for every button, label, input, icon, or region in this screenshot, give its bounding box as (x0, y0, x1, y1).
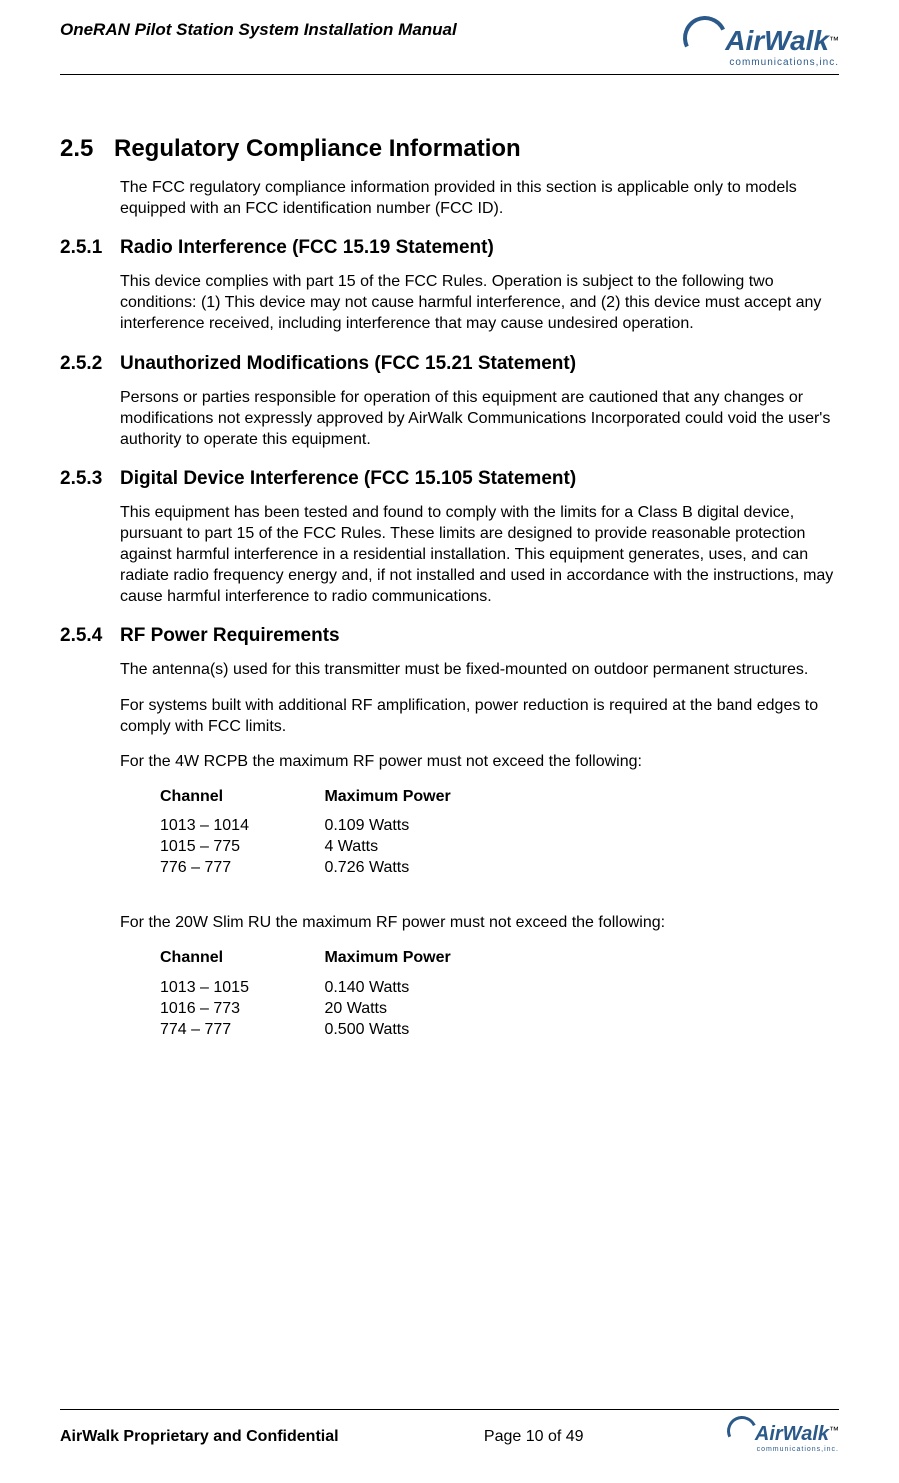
table-row: 774 – 777 0.500 Watts (160, 1019, 839, 1040)
section-heading: 2.5Regulatory Compliance Information (60, 135, 839, 163)
power-table-20w: Channel Maximum Power 1013 – 1015 0.140 … (160, 947, 839, 1039)
page: OneRAN Pilot Station System Installation… (0, 0, 899, 1483)
table-cell-power: 0.140 Watts (324, 977, 409, 998)
subsection-title-3: Digital Device Interference (FCC 15.105 … (120, 468, 576, 489)
rf-paragraph-2: For systems built with additional RF amp… (120, 695, 839, 737)
table-cell-channel: 1013 – 1014 (160, 815, 320, 836)
subsection-title-1: Radio Interference (FCC 15.19 Statement) (120, 237, 494, 258)
subsection-body-1: This device complies with part 15 of the… (120, 271, 839, 334)
table-cell-channel: 774 – 777 (160, 1019, 320, 1040)
table-row: 1013 – 1015 0.140 Watts (160, 977, 839, 998)
table-cell-channel: 1016 – 773 (160, 998, 320, 1019)
table-row: 776 – 777 0.726 Watts (160, 857, 839, 878)
table-row: 1013 – 1014 0.109 Watts (160, 815, 839, 836)
section-number: 2.5 (60, 135, 114, 163)
subsection-heading-4: 2.5.4RF Power Requirements (60, 625, 839, 647)
subsection-title-4: RF Power Requirements (120, 625, 340, 646)
table-cell-channel: 1015 – 775 (160, 836, 320, 857)
subsection-heading-1: 2.5.1Radio Interference (FCC 15.19 State… (60, 237, 839, 259)
table-row: 1016 – 773 20 Watts (160, 998, 839, 1019)
logo-swoosh-icon (685, 20, 725, 50)
table-cell-power: 20 Watts (324, 998, 387, 1019)
table-cell-channel: 776 – 777 (160, 857, 320, 878)
footer-rule (60, 1409, 839, 1410)
logo-swoosh-icon (729, 1420, 755, 1440)
subsection-title-2: Unauthorized Modifications (FCC 15.21 St… (120, 353, 576, 374)
rf-paragraph-4: For the 20W Slim RU the maximum RF power… (120, 912, 839, 933)
footer-logo: AirWalk™ communications,inc. (729, 1420, 839, 1453)
subsection-heading-3: 2.5.3Digital Device Interference (FCC 15… (60, 468, 839, 490)
header-logo: AirWalk™ communications,inc. (685, 20, 839, 68)
table-header-row: Channel Maximum Power (160, 947, 839, 968)
subsection-number-3: 2.5.3 (60, 468, 120, 490)
section-intro: The FCC regulatory compliance informatio… (120, 177, 839, 219)
subsection-heading-2: 2.5.2Unauthorized Modifications (FCC 15.… (60, 353, 839, 375)
subsection-number-4: 2.5.4 (60, 625, 120, 647)
footer-row: AirWalk Proprietary and Confidential Pag… (60, 1420, 839, 1453)
footer-logo-tm: ™ (829, 1426, 839, 1437)
table-cell-power: 0.500 Watts (324, 1019, 409, 1040)
footer-page-number: Page 10 of 49 (484, 1428, 584, 1446)
section-title: Regulatory Compliance Information (114, 135, 521, 162)
table-header-row: Channel Maximum Power (160, 786, 839, 807)
table-cell-power: 0.726 Watts (324, 857, 409, 878)
power-table-4w: Channel Maximum Power 1013 – 1014 0.109 … (160, 786, 839, 878)
rf-paragraph-3: For the 4W RCPB the maximum RF power mus… (120, 751, 839, 772)
header-title: OneRAN Pilot Station System Installation… (60, 20, 457, 40)
table-header-channel: Channel (160, 947, 320, 968)
table-row: 1015 – 775 4 Watts (160, 836, 839, 857)
logo-tm: ™ (829, 36, 839, 47)
subsection-body-3: This equipment has been tested and found… (120, 502, 839, 608)
footer-confidential: AirWalk Proprietary and Confidential (60, 1428, 339, 1446)
content: 2.5Regulatory Compliance Information The… (60, 75, 839, 1040)
rf-paragraph-1: The antenna(s) used for this transmitter… (120, 659, 839, 680)
table-cell-power: 4 Watts (324, 836, 378, 857)
header: OneRAN Pilot Station System Installation… (60, 20, 839, 68)
table-header-channel: Channel (160, 786, 320, 807)
footer: AirWalk Proprietary and Confidential Pag… (60, 1409, 839, 1453)
subsection-number-1: 2.5.1 (60, 237, 120, 259)
table-cell-channel: 1013 – 1015 (160, 977, 320, 998)
subsection-body-2: Persons or parties responsible for opera… (120, 387, 839, 450)
table-header-power: Maximum Power (324, 947, 450, 968)
footer-logo-subtext: communications,inc. (729, 1446, 839, 1453)
footer-logo-text: AirWalk (755, 1423, 829, 1445)
subsection-number-2: 2.5.2 (60, 353, 120, 375)
logo-text: AirWalk (725, 25, 829, 56)
table-header-power: Maximum Power (324, 786, 450, 807)
table-cell-power: 0.109 Watts (324, 815, 409, 836)
